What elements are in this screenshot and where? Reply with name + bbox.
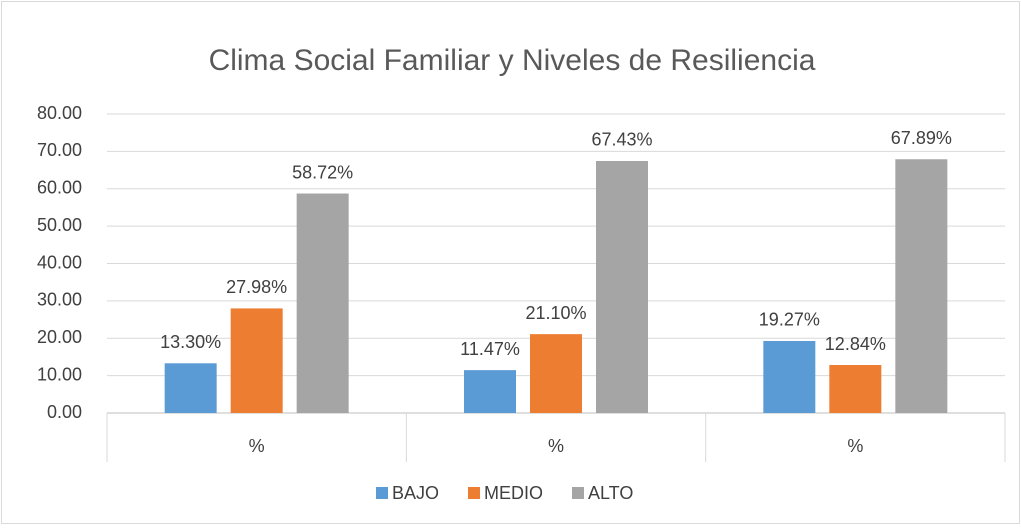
data-label: 67.43% bbox=[591, 130, 652, 150]
x-tick-label: % bbox=[249, 436, 265, 456]
legend-label: BAJO bbox=[392, 483, 439, 503]
data-label: 58.72% bbox=[292, 162, 353, 182]
bar bbox=[829, 365, 882, 413]
y-tick-label: 80.00 bbox=[37, 103, 82, 123]
chart-title: Clima Social Familiar y Niveles de Resil… bbox=[209, 44, 816, 77]
legend-label: MEDIO bbox=[484, 483, 543, 503]
x-tick-label: % bbox=[847, 436, 863, 456]
bar bbox=[530, 334, 582, 413]
y-tick-label: 20.00 bbox=[37, 327, 82, 347]
legend-label: ALTO bbox=[588, 483, 633, 503]
y-tick-label: 0.00 bbox=[47, 402, 82, 422]
bar bbox=[164, 363, 217, 413]
bar bbox=[296, 193, 349, 413]
y-tick-label: 10.00 bbox=[37, 364, 82, 384]
x-tick-label: % bbox=[548, 436, 564, 456]
legend-swatch bbox=[376, 487, 388, 499]
data-label: 12.84% bbox=[825, 334, 886, 354]
y-tick-label: 50.00 bbox=[37, 215, 82, 235]
data-label: 13.30% bbox=[160, 332, 221, 352]
y-tick-label: 30.00 bbox=[37, 290, 82, 310]
legend-swatch bbox=[572, 487, 584, 499]
y-tick-label: 40.00 bbox=[37, 252, 82, 272]
data-label: 19.27% bbox=[759, 310, 820, 330]
data-label: 27.98% bbox=[226, 277, 287, 297]
y-tick-label: 60.00 bbox=[37, 178, 82, 198]
bar bbox=[464, 370, 516, 413]
data-label: 21.10% bbox=[525, 303, 586, 323]
data-label: 67.89% bbox=[891, 128, 952, 148]
bar bbox=[230, 308, 283, 413]
legend-swatch bbox=[468, 487, 480, 499]
bar bbox=[895, 159, 948, 413]
data-label: 11.47% bbox=[460, 339, 520, 359]
bar bbox=[763, 340, 816, 413]
bar bbox=[596, 160, 648, 413]
y-tick-label: 70.00 bbox=[37, 140, 82, 160]
